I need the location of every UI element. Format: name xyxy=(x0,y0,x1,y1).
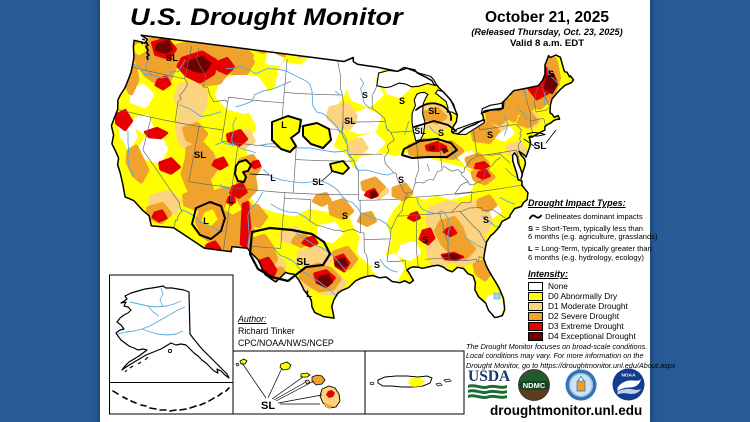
svg-text:S: S xyxy=(398,175,404,185)
svg-text:SL: SL xyxy=(414,126,426,136)
svg-text:SL: SL xyxy=(261,400,275,412)
svg-text:S: S xyxy=(342,211,348,221)
svg-text:SL: SL xyxy=(344,116,356,126)
svg-text:SL: SL xyxy=(194,150,206,161)
svg-text:S: S xyxy=(399,96,405,106)
svg-text:NDMC: NDMC xyxy=(523,381,546,390)
svg-text:S: S xyxy=(438,128,444,138)
svg-text:NOAA: NOAA xyxy=(621,373,636,379)
svg-text:USDA: USDA xyxy=(468,368,511,385)
svg-text:L: L xyxy=(306,289,312,300)
svg-text:SL: SL xyxy=(428,106,440,116)
svg-text:SL: SL xyxy=(166,53,178,64)
svg-text:SL: SL xyxy=(534,141,547,152)
svg-text:S: S xyxy=(362,90,368,100)
svg-text:S: S xyxy=(422,235,428,245)
svg-text:L: L xyxy=(203,216,209,227)
svg-text:SL: SL xyxy=(312,177,324,187)
svg-text:L: L xyxy=(281,120,287,131)
svg-text:S: S xyxy=(483,215,489,225)
svg-text:S: S xyxy=(548,69,554,79)
svg-text:L: L xyxy=(270,173,276,183)
svg-text:L: L xyxy=(228,195,234,205)
svg-text:S: S xyxy=(487,130,493,140)
svg-text:S: S xyxy=(374,260,380,270)
svg-text:SL: SL xyxy=(296,256,310,268)
